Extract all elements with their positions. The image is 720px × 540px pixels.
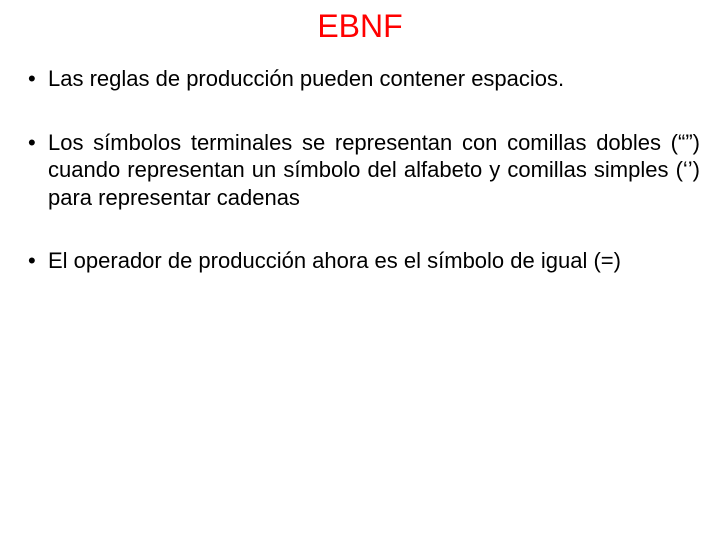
bullet-item: Las reglas de producción pueden contener… [20, 65, 700, 93]
bullet-item: El operador de producción ahora es el sí… [20, 247, 700, 275]
bullet-item: Los símbolos terminales se representan c… [20, 129, 700, 212]
slide-title: EBNF [20, 8, 700, 45]
bullet-list: Las reglas de producción pueden contener… [20, 65, 700, 275]
